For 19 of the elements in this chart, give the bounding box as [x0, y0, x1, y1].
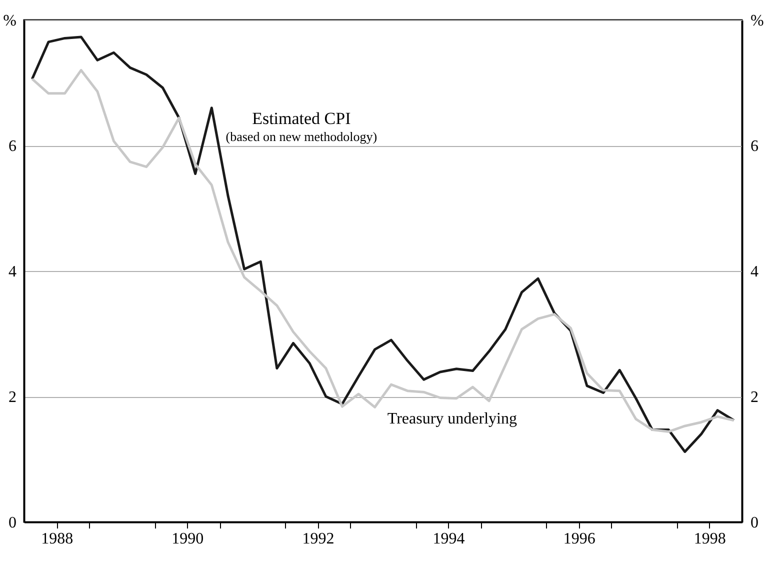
series-label: Treasury underlying [387, 410, 517, 428]
x-tick-label: 1992 [302, 530, 334, 548]
y-tick-label: 4 [8, 264, 16, 280]
x-tick-label: 1996 [563, 530, 596, 548]
x-tick-label: 1994 [432, 530, 465, 548]
y2-tick-label: 2 [750, 389, 758, 406]
y2-tick-label: 4 [750, 264, 758, 280]
y-tick-label: 2 [8, 389, 16, 406]
text: Estimated CPI [252, 108, 352, 128]
x-tick-label: 1998 [694, 530, 726, 548]
y2-tick-label: 6 [750, 138, 758, 155]
y-tick-label: 0 [8, 514, 16, 532]
y-tick-label: % [3, 12, 16, 30]
x-tick-label: 1988 [41, 530, 74, 548]
x-tick-label: 1990 [172, 530, 204, 548]
annotation: (based on new methodology) [226, 129, 378, 144]
y2-tick-label: % [750, 12, 764, 30]
y2-tick-label: 0 [750, 514, 758, 532]
y-tick-label: 6 [8, 138, 16, 155]
